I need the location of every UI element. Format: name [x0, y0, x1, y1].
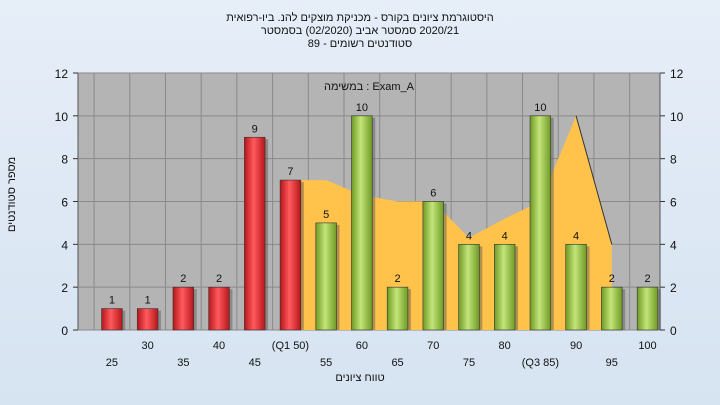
bar-value-label: 4: [466, 230, 472, 242]
x-tick-label: 70: [427, 340, 439, 352]
area-edge-line: [575, 115, 613, 245]
plot-title: במשימה : Exam_A: [324, 81, 415, 93]
histogram-bar: [636, 286, 659, 331]
bar-value-label: 2: [395, 273, 401, 285]
x-tick-label: 40: [213, 340, 225, 352]
histogram-bar: [279, 179, 302, 331]
x-tick-label: 60: [356, 340, 368, 352]
histogram-bar: [458, 244, 480, 331]
x-tick-label: 95: [606, 357, 618, 369]
bar-value-label: 10: [534, 102, 546, 114]
x-tick-label: 65: [391, 357, 403, 369]
histogram-bar: [351, 115, 373, 331]
y-tick-label-left: 8: [61, 153, 68, 167]
y-axis-label: מספר סטודנטים: [6, 156, 18, 232]
bar-value-label: 9: [252, 123, 258, 135]
histogram-bar: [565, 244, 587, 331]
histogram-bar: [172, 286, 194, 331]
histogram-bar: [386, 286, 409, 331]
y-tick-label-right: 6: [670, 196, 677, 210]
y-tick-label-right: 10: [670, 110, 684, 124]
x-tick-label: 55: [320, 357, 332, 369]
histogram-bar: [422, 201, 444, 331]
histogram-bar: [136, 308, 159, 331]
x-tick-label: 30: [142, 340, 154, 352]
bar-value-label: 5: [323, 209, 329, 221]
chart-title-line-2: 2020/21 סמסטר אביב (02/2020) בסמסטר: [260, 25, 460, 37]
y-tick-label-left: 6: [61, 196, 68, 210]
bar-value-label: 2: [609, 273, 615, 285]
histogram-bar: [244, 136, 266, 331]
x-tick-label: 35: [177, 357, 189, 369]
bar-value-label: 6: [430, 188, 436, 200]
x-axis-label: טווח ציונים: [335, 372, 385, 384]
bar-value-label: 4: [573, 230, 579, 242]
histogram-bar: [315, 222, 337, 331]
y-tick-label-left: 12: [55, 67, 69, 81]
y-tick-label-right: 12: [670, 67, 684, 81]
bar-value-label: 2: [644, 273, 650, 285]
x-tick-label: (Q3 85): [522, 357, 559, 369]
bar-value-label: 2: [216, 273, 222, 285]
x-tick-label: 25: [106, 357, 118, 369]
bar-value-label: 7: [287, 166, 293, 178]
bar-value-label: 1: [109, 295, 115, 307]
x-tick-label: 80: [499, 340, 511, 352]
histogram-bar: [529, 115, 552, 331]
chart-title-line-1: היסטוגרמת ציונים בקורס - מכניקת מוצקים ל…: [226, 12, 494, 24]
bar-value-label: 10: [356, 102, 368, 114]
histogram-bar: [494, 244, 516, 331]
y-tick-label-left: 0: [61, 324, 68, 338]
histogram-bar: [208, 286, 230, 331]
y-tick-label-left: 4: [61, 238, 68, 252]
histogram-bar: [101, 308, 123, 331]
y-tick-label-right: 4: [670, 238, 677, 252]
chart-title-line-3: סטודנטים רשומים - 89: [307, 38, 413, 50]
bar-value-label: 1: [145, 295, 151, 307]
x-tick-label: 45: [249, 357, 261, 369]
x-tick-label: 90: [570, 340, 582, 352]
bar-value-label: 4: [502, 230, 508, 242]
bar-value-label: 2: [180, 273, 186, 285]
x-tick-label: (Q1 50): [272, 340, 309, 352]
y-tick-label-left: 2: [61, 281, 68, 295]
y-tick-label-right: 8: [670, 153, 677, 167]
y-tick-label-right: 2: [670, 281, 677, 295]
y-tick-label-left: 10: [55, 110, 69, 124]
x-tick-label: 75: [463, 357, 475, 369]
x-tick-label: 100: [638, 340, 656, 352]
histogram-bar: [601, 286, 623, 331]
y-tick-label-right: 0: [670, 324, 677, 338]
